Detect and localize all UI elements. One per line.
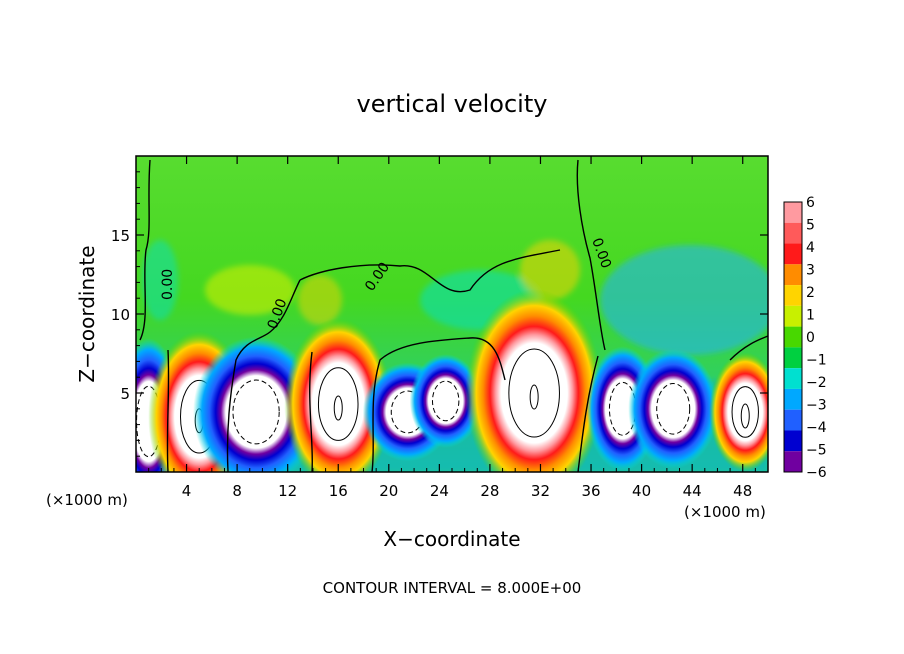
colorbar-label: 5 [806,218,815,234]
x-tick-label: 16 [329,482,348,500]
contour-label: 0.00 [160,269,176,300]
colorbar: 6 5 4 3 2 1 0 −1 −2 −3 −4 −5 −6 [783,195,827,481]
colorbar-swatch [784,368,802,389]
velocity-cell [465,289,604,472]
colorbar-label: −6 [806,465,827,481]
plot-area [136,156,768,472]
colorbar-swatch [784,451,802,472]
contour-interval-note: CONTOUR INTERVAL = 8.000E+00 [323,579,582,597]
colorbar-swatch [784,285,802,306]
x-tick-label: 28 [480,482,499,500]
colorbar-label: −4 [806,420,827,436]
colorbar-label: −2 [806,375,827,391]
x-axis: 4 8 12 16 20 24 28 32 36 40 44 48 [148,156,756,500]
y-axis-label: Z−coordinate [75,245,99,382]
x-tick-label: 40 [632,482,651,500]
colorbar-label: 4 [806,240,815,256]
colorbar-swatch [784,243,802,265]
colorbar-swatch [784,264,802,286]
colorbar-label: −3 [806,398,827,414]
colorbar-label: 2 [806,285,815,301]
x-tick-label: 20 [379,482,398,500]
colorbar-swatch [784,430,802,452]
y-tick-label: 5 [120,385,130,403]
velocity-cell [193,336,320,472]
x-unit-left: (×1000 m) [46,491,128,509]
colorbar-label: 0 [806,330,815,346]
x-axis-label: X−coordinate [383,527,520,551]
x-unit-right: (×1000 m) [684,503,766,521]
y-tick-label: 10 [111,306,130,324]
colorbar-swatch [784,305,802,327]
velocity-cell [409,354,482,448]
colorbar-label: 1 [806,308,815,324]
colorbar-label: 3 [806,263,815,279]
colorbar-label: −1 [806,353,827,369]
chart-title: vertical velocity [357,90,548,118]
x-tick-label: 4 [182,482,192,500]
x-tick-label: 48 [733,482,752,500]
colorbar-frame [783,201,803,473]
velocity-cell [628,349,719,469]
x-tick-label: 12 [278,482,297,500]
y-axis: 5 10 15 [111,171,768,457]
colorbar-label: −5 [806,443,827,459]
colorbar-swatch [784,388,802,410]
y-tick-label: 15 [111,227,130,245]
x-tick-label: 24 [430,482,449,500]
colorbar-swatch [784,202,802,223]
x-tick-label: 36 [581,482,600,500]
colorbar-swatch [784,222,802,244]
colorbar-swatch [784,347,802,369]
velocity-cell [709,352,768,472]
x-tick-label: 32 [531,482,550,500]
colorbar-swatch [784,409,802,431]
zero-contours [139,159,768,472]
x-tick-label: 44 [683,482,702,500]
colorbar-swatch [784,326,802,348]
colorbar-label: 6 [806,195,815,211]
x-tick-label: 8 [232,482,242,500]
